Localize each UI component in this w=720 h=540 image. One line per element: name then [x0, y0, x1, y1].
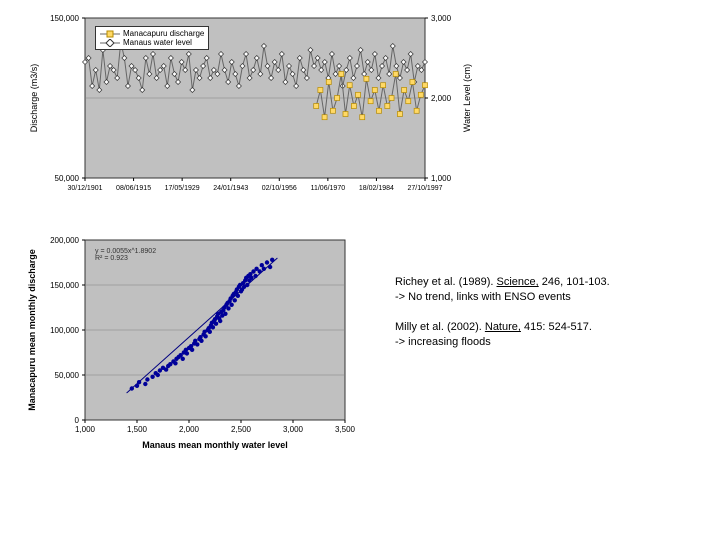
svg-text:Manacapuru mean monthly discha: Manacapuru mean monthly discharge: [27, 249, 37, 411]
svg-text:150,000: 150,000: [50, 281, 79, 290]
svg-text:2,500: 2,500: [231, 425, 252, 434]
svg-text:3,000: 3,000: [283, 425, 304, 434]
svg-text:200,000: 200,000: [50, 236, 79, 245]
citation-text: 246, 101-103.: [539, 276, 610, 288]
svg-text:0: 0: [75, 416, 80, 425]
svg-text:1,000: 1,000: [75, 425, 96, 434]
citation-text: Milly et al. (2002).: [395, 321, 485, 333]
svg-text:27/10/1997: 27/10/1997: [407, 185, 442, 192]
svg-text:Manaus mean monthly water leve: Manaus mean monthly water level: [142, 440, 288, 450]
bottom-chart: 0 50,000 100,000 150,000 200,000 1,000 1,500 2,…: [0, 0, 380, 465]
journal-name: Nature,: [485, 321, 521, 333]
svg-text:1,000: 1,000: [431, 174, 452, 183]
svg-text:2,000: 2,000: [431, 94, 452, 103]
svg-text:1,500: 1,500: [127, 425, 148, 434]
citation-milly: Milly et al. (2002). Nature, 415: 524-51…: [395, 320, 592, 351]
svg-text:Water Level (cm): Water Level (cm): [462, 64, 472, 132]
journal-name: Science,: [497, 276, 539, 288]
citation-richey: Richey et al. (1989). Science, 246, 101-…: [395, 275, 610, 306]
citation-text: 415: 524-517.: [521, 321, 592, 333]
citation-note: -> No trend, links with ENSO events: [395, 290, 610, 305]
equation-text: y = 0.0055x^1.8902 R² = 0.923: [95, 248, 156, 262]
svg-text:50,000: 50,000: [55, 371, 80, 380]
citation-text: Richey et al. (1989).: [395, 276, 497, 288]
svg-text:2,000: 2,000: [179, 425, 200, 434]
citation-note: -> increasing floods: [395, 335, 592, 350]
bottom-chart-svg: 0 50,000 100,000 150,000 200,000 1,000 1,500 2,…: [0, 0, 380, 460]
svg-text:100,000: 100,000: [50, 326, 79, 335]
svg-text:3,500: 3,500: [335, 425, 356, 434]
svg-text:3,000: 3,000: [431, 14, 452, 23]
